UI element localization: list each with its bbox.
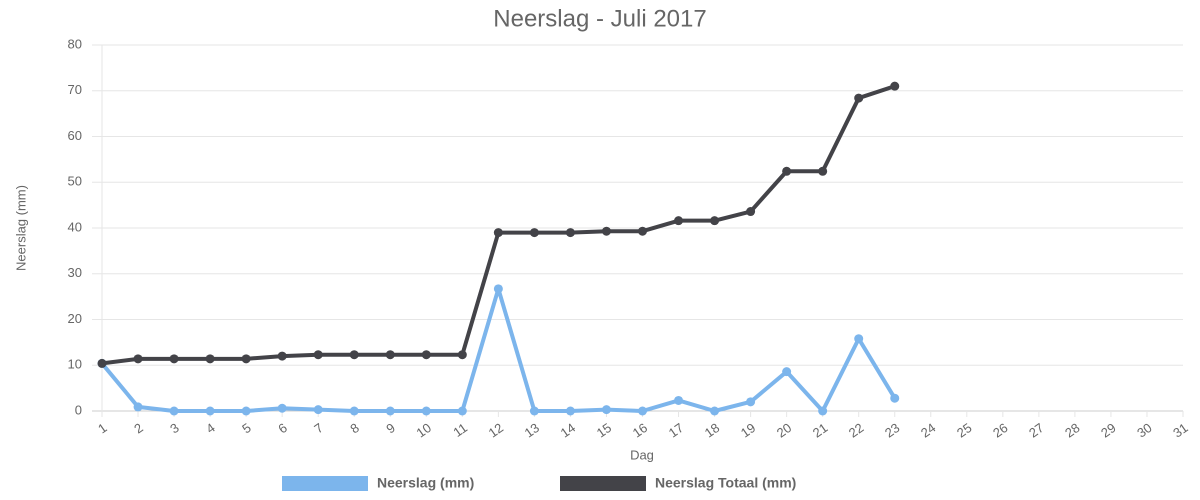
chart-title: Neerslag - Juli 2017 [493, 5, 706, 32]
y-tick-label: 80 [68, 36, 82, 51]
data-point [638, 226, 647, 236]
data-point [565, 406, 575, 416]
data-point [493, 284, 503, 294]
legend-swatch [282, 476, 368, 491]
series-line [101, 84, 896, 366]
data-point [169, 354, 179, 364]
data-point [854, 334, 864, 344]
x-tick-label: 23 [882, 420, 902, 441]
data-point [710, 216, 720, 226]
x-tick-label: 3 [167, 420, 182, 436]
x-tick-label: 25 [954, 420, 974, 441]
x-tick-label: 14 [558, 420, 578, 441]
data-point [421, 350, 431, 360]
x-tick-label: 9 [383, 420, 398, 436]
y-tick-label: 10 [68, 357, 82, 372]
x-tick-label: 12 [486, 420, 506, 441]
data-point [457, 350, 467, 360]
x-tick-label: 24 [918, 420, 938, 441]
y-tick-label: 50 [68, 174, 82, 189]
x-tick-label: 1 [95, 420, 110, 436]
data-point [601, 405, 611, 415]
data-point [638, 406, 647, 416]
y-tick-label: 20 [68, 311, 82, 326]
data-point [529, 228, 539, 238]
x-tick-label: 7 [311, 420, 326, 436]
x-tick-label: 8 [347, 420, 362, 436]
x-tick-label: 28 [1062, 420, 1082, 441]
data-point [385, 406, 395, 416]
data-point [818, 406, 828, 416]
x-tick-label: 10 [414, 420, 434, 441]
x-tick-label: 11 [450, 420, 470, 440]
y-tick-label: 40 [68, 219, 82, 234]
data-point [493, 228, 503, 238]
data-point [313, 405, 323, 415]
y-axis-label: Neerslag (mm) [13, 185, 28, 271]
x-axis-label: Dag [630, 447, 654, 462]
y-tick-label: 30 [68, 265, 82, 280]
data-point [601, 226, 611, 236]
legend-label: Neerslag (mm) [377, 475, 474, 491]
data-point [241, 406, 251, 416]
x-tick-label: 26 [990, 420, 1010, 441]
data-point [457, 406, 467, 416]
x-tick-label: 18 [702, 420, 722, 441]
data-point [782, 166, 792, 176]
x-tick-label: 2 [131, 420, 146, 436]
data-point [421, 406, 431, 416]
data-point [241, 354, 251, 364]
x-tick-label: 31 [1170, 420, 1190, 441]
data-point [565, 228, 575, 238]
data-point [746, 397, 756, 407]
x-tick-label: 6 [275, 420, 290, 436]
y-tick-label: 0 [75, 402, 82, 417]
data-point [854, 93, 864, 103]
legend-label: Neerslag Totaal (mm) [655, 475, 796, 491]
data-point [890, 81, 900, 91]
data-point [205, 406, 215, 416]
legend-swatch [560, 476, 646, 491]
data-point [674, 395, 684, 405]
x-tick-label: 15 [594, 420, 614, 441]
data-point [890, 393, 900, 403]
y-tick-label: 70 [68, 82, 82, 97]
data-point [746, 207, 756, 217]
data-point [818, 166, 828, 176]
data-point [710, 406, 720, 416]
x-tick-label: 5 [239, 420, 254, 436]
x-tick-label: 16 [630, 420, 650, 441]
x-tick-label: 4 [203, 420, 218, 436]
series-line [100, 286, 897, 413]
data-point [782, 367, 792, 377]
x-tick-label: 13 [522, 420, 542, 441]
data-point [169, 406, 179, 416]
x-tick-label: 20 [774, 420, 794, 441]
data-point [205, 354, 215, 364]
x-tick-label: 21 [810, 420, 830, 441]
y-tick-label: 60 [68, 128, 82, 143]
x-tick-label: 29 [1098, 420, 1118, 441]
data-point [133, 402, 143, 412]
data-point [674, 216, 684, 226]
x-tick-label: 19 [738, 420, 758, 441]
data-point [313, 350, 323, 360]
data-point [277, 351, 287, 361]
data-point [349, 406, 359, 416]
data-point [349, 350, 359, 360]
data-point [97, 358, 107, 368]
x-tick-label: 22 [846, 420, 866, 441]
data-point [277, 403, 287, 413]
x-tick-label: 27 [1026, 420, 1046, 441]
data-point [133, 354, 143, 364]
x-tick-label: 17 [666, 420, 686, 441]
data-point [385, 350, 395, 360]
data-point [529, 406, 539, 416]
x-tick-label: 30 [1134, 420, 1154, 441]
